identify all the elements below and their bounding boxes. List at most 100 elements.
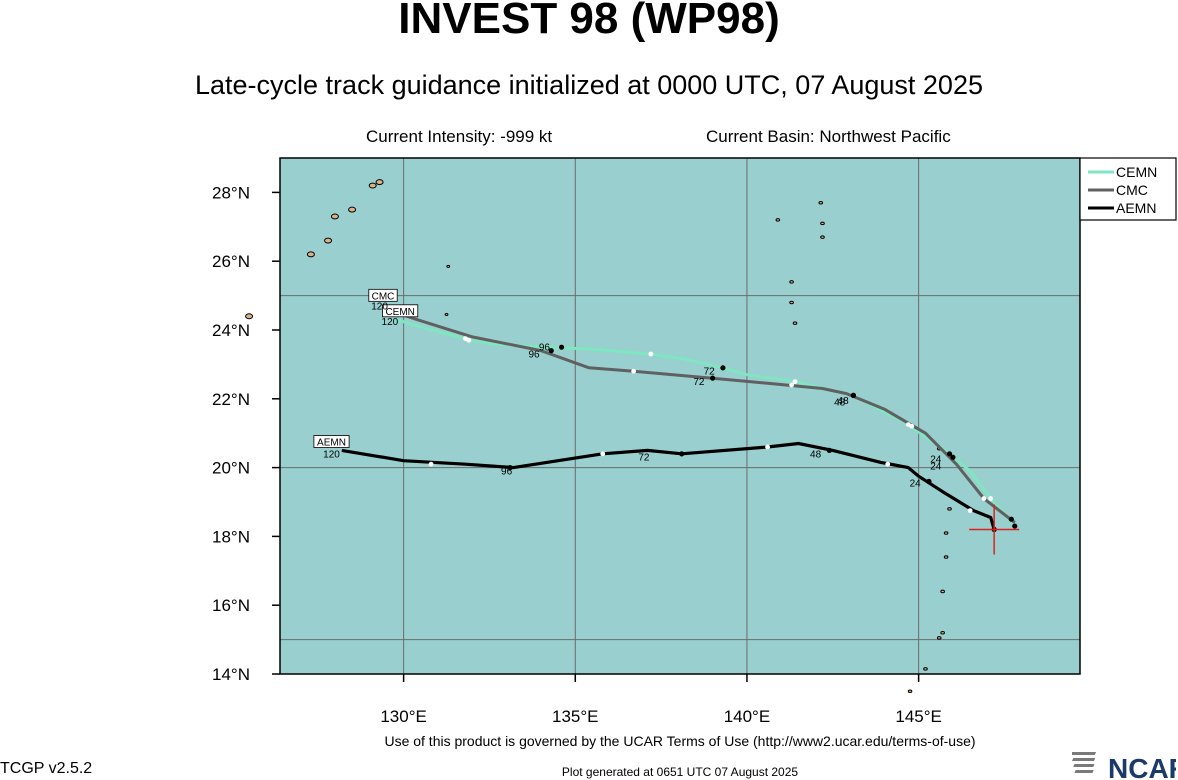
forecast-hour-label: 120 (382, 317, 399, 328)
track-labels: 24487296120CEMN24487296120CMC24487296120… (313, 288, 942, 490)
track-end-tag-box (368, 288, 398, 302)
ryukyu-island (368, 182, 377, 189)
terms-of-use-note: Use of this product is governed by the U… (384, 733, 976, 749)
track-point-24h (950, 454, 956, 460)
mariana-island (820, 235, 825, 239)
version-label: TCGP v2.5.2 (0, 760, 93, 777)
track-point-12h (885, 461, 891, 467)
current-intensity-label: Current Intensity: -999 kt (366, 127, 553, 146)
x-tick-label: 130°E (380, 707, 427, 726)
x-tick-label: 140°E (724, 707, 771, 726)
track-point-12h (988, 496, 994, 501)
y-tick-label: 24°N (212, 321, 250, 340)
mariana-island (789, 280, 794, 284)
land-islands (245, 179, 952, 693)
track-point-24h (826, 447, 832, 453)
ocean-background (280, 158, 1080, 674)
chart-subtitle: Late-cycle track guidance initialized at… (195, 70, 983, 100)
legend-label-cemn: CEMN (1116, 164, 1157, 180)
track-point-12h (792, 379, 798, 384)
ryukyu-island (375, 179, 384, 186)
x-tick-label: 145°E (895, 707, 942, 726)
forecast-hour-label: 48 (838, 396, 850, 407)
track-point-24h (679, 451, 685, 457)
y-tick-label: 26°N (212, 252, 250, 271)
mariana-island (820, 221, 825, 226)
ryukyu-island (245, 313, 254, 320)
chart-title: INVEST 98 (WP98) (398, 0, 780, 43)
y-tick-label: 22°N (212, 390, 250, 409)
track-point-24h (548, 348, 554, 354)
y-tick-label: 28°N (212, 183, 250, 202)
legend-label-cmc: CMC (1116, 182, 1148, 198)
ryukyu-island (330, 213, 339, 220)
mariana-island (792, 321, 798, 325)
track-point-12h (981, 496, 987, 501)
track-line-aemn (341, 441, 996, 530)
mariana-island (943, 531, 949, 535)
forecast-hour-label: 72 (704, 367, 716, 378)
track-end-tag-cmc: CMC (372, 291, 395, 302)
y-tick-label: 20°N (212, 459, 250, 478)
mariana-island (947, 507, 952, 511)
current-basin-label: Current Basin: Northwest Pacific (706, 127, 951, 146)
track-point-24h (720, 365, 726, 371)
track-point-12h (789, 382, 794, 388)
plot-generated-note: Plot generated at 0651 UTC 07 August 202… (561, 765, 799, 779)
forecast-hour-label: 72 (693, 377, 705, 388)
track-point-12h (967, 508, 973, 513)
forecast-hour-label: 72 (638, 453, 650, 464)
track-point-24h (946, 451, 953, 457)
daito-island (446, 264, 451, 268)
track-point-24h (710, 375, 716, 381)
mariana-island (907, 689, 913, 693)
axis-ticks: 130°E 135°E 140°E 145°E 14°N 16°N 18°N 20°N 22°N… (212, 183, 942, 726)
track-point-12h (765, 444, 770, 450)
track-end-tag-box (382, 304, 419, 318)
mariana-island (940, 589, 945, 594)
forecast-hour-label: 96 (529, 350, 541, 361)
mariana-island (943, 555, 949, 559)
track-point-12h (909, 423, 915, 429)
y-tick-label: 14°N (212, 665, 250, 684)
forecast-hour-label: 96 (539, 343, 551, 354)
daito-island (444, 313, 449, 316)
forecast-hour-label: 24 (930, 461, 942, 472)
track-end-tag-aemn: AEMN (317, 438, 346, 449)
ryukyu-island (348, 206, 357, 213)
map-frame (279, 157, 1081, 675)
mariana-island (818, 200, 824, 205)
mariana-island (775, 218, 781, 222)
track-point-12h (428, 461, 434, 467)
track-end-tag-box (313, 435, 350, 448)
mariana-island (940, 630, 945, 635)
y-tick-label: 16°N (212, 596, 250, 615)
mariana-island (923, 667, 928, 671)
ryukyu-island (324, 237, 333, 244)
track-point-12h (466, 337, 472, 343)
track-point-24h (507, 465, 513, 471)
track-point-12h (648, 351, 654, 357)
track-point-12h (600, 451, 606, 457)
forecast-hour-label: 24 (930, 454, 942, 465)
forecast-hour-label: 96 (501, 466, 513, 477)
track-point-24h (1008, 516, 1014, 522)
forecast-hour-label: 120 (323, 449, 340, 460)
y-tick-label: 18°N (212, 527, 250, 546)
track-point-12h (631, 368, 637, 374)
track-line-cmc (396, 311, 1016, 524)
legend: CEMN CMC AEMN (1079, 157, 1177, 221)
current-position-marker (969, 504, 1020, 555)
track-point-24h (926, 478, 932, 484)
lat-lon-grid (280, 158, 1080, 674)
forecast-hour-label: 48 (810, 449, 822, 460)
forecast-hour-label: 48 (834, 398, 846, 409)
track-markers (428, 336, 1018, 533)
track-point-24h (1012, 523, 1018, 529)
track-point-24h (558, 344, 565, 350)
mariana-island (789, 300, 794, 305)
ncar-logo-text: NCAR (1108, 753, 1176, 780)
ryukyu-island (306, 251, 315, 258)
forecast-hour-label: 120 (371, 301, 388, 312)
